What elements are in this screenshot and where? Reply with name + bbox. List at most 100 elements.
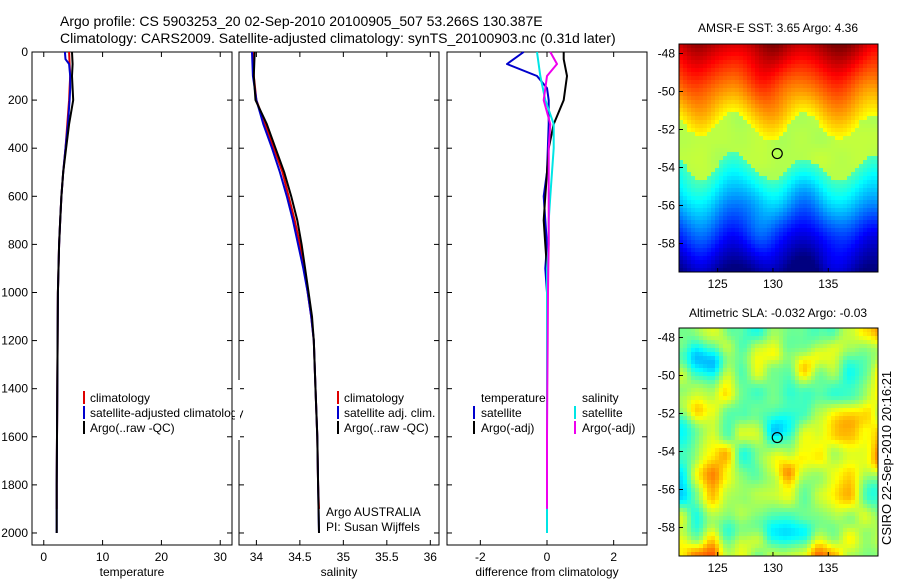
heatmap-cell (775, 128, 779, 132)
heatmap-cell (735, 244, 739, 248)
heatmap-cell (687, 164, 691, 168)
heatmap-cell (763, 424, 767, 428)
heatmap-cell (867, 136, 871, 140)
heatmap-cell (779, 168, 783, 172)
heatmap-cell (859, 460, 863, 464)
heatmap-cell (859, 212, 863, 216)
heatmap-cell (815, 216, 819, 220)
heatmap-cell (751, 360, 755, 364)
heatmap-cell (779, 88, 783, 92)
heatmap-cell (719, 452, 723, 456)
heatmap-cell (687, 336, 691, 340)
heatmap-cell (715, 480, 719, 484)
heatmap-cell (691, 412, 695, 416)
heatmap-cell (855, 116, 859, 120)
heatmap-cell (859, 332, 863, 336)
heatmap-cell (867, 248, 871, 252)
heatmap-cell (779, 188, 783, 192)
heatmap-cell (859, 468, 863, 472)
heatmap-cell (775, 172, 779, 176)
heatmap-cell (831, 368, 835, 372)
heatmap-cell (723, 364, 727, 368)
heatmap-cell (843, 236, 847, 240)
heatmap-cell (867, 152, 871, 156)
heatmap-cell (851, 428, 855, 432)
heatmap-cell (803, 80, 807, 84)
heatmap-cell (727, 112, 731, 116)
heatmap-cell (807, 144, 811, 148)
heatmap-cell (707, 236, 711, 240)
heatmap-cell (775, 448, 779, 452)
heatmap-cell (791, 48, 795, 52)
heatmap-cell (759, 88, 763, 92)
heatmap-cell (871, 208, 875, 212)
heatmap-cell (719, 132, 723, 136)
heatmap-cell (723, 92, 727, 96)
heatmap-cell (747, 408, 751, 412)
heatmap-cell (699, 256, 703, 260)
heatmap-cell (771, 48, 775, 52)
heatmap-cell (819, 436, 823, 440)
heatmap-cell (711, 364, 715, 368)
heatmap-cell (699, 368, 703, 372)
heatmap-cell (815, 240, 819, 244)
heatmap-cell (779, 360, 783, 364)
heatmap-cell (819, 236, 823, 240)
heatmap-cell (863, 48, 867, 52)
heatmap-cell (699, 352, 703, 356)
heatmap-cell (799, 100, 803, 104)
heatmap-cell (811, 224, 815, 228)
heatmap-cell (831, 448, 835, 452)
heatmap-cell (799, 120, 803, 124)
heatmap-cell (731, 252, 735, 256)
heatmap-cell (743, 392, 747, 396)
heatmap-cell (799, 256, 803, 260)
heatmap-cell (767, 60, 771, 64)
heatmap-cell (851, 384, 855, 388)
heatmap-cell (851, 188, 855, 192)
heatmap-cell (699, 436, 703, 440)
heatmap-cell (759, 112, 763, 116)
heatmap-cell (843, 132, 847, 136)
heatmap-cell (679, 340, 683, 344)
heatmap-cell (699, 68, 703, 72)
heatmap-cell (843, 116, 847, 120)
heatmap-cell (755, 76, 759, 80)
heatmap-cell (735, 356, 739, 360)
heatmap-cell (679, 476, 683, 480)
heatmap-cell (791, 420, 795, 424)
heatmap-cell (715, 252, 719, 256)
heatmap-cell (763, 56, 767, 60)
heatmap-cell (759, 364, 763, 368)
heatmap-cell (791, 220, 795, 224)
heatmap-cell (719, 456, 723, 460)
heatmap-cell (843, 140, 847, 144)
heatmap-cell (807, 444, 811, 448)
heatmap-cell (771, 160, 775, 164)
heatmap-cell (787, 116, 791, 120)
heatmap-cell (779, 392, 783, 396)
heatmap-cell (807, 184, 811, 188)
heatmap-cell (763, 256, 767, 260)
heatmap-cell (743, 248, 747, 252)
heatmap-cell (851, 48, 855, 52)
heatmap-cell (867, 96, 871, 100)
heatmap-cell (807, 128, 811, 132)
heatmap-cell (691, 52, 695, 56)
heatmap-cell (795, 396, 799, 400)
heatmap-cell (855, 256, 859, 260)
heatmap-cell (699, 108, 703, 112)
heatmap-cell (763, 216, 767, 220)
heatmap-cell (871, 424, 875, 428)
heatmap-cell (863, 240, 867, 244)
heatmap-cell (851, 120, 855, 124)
legend-label: climatology (90, 391, 150, 405)
heatmap-cell (719, 88, 723, 92)
heatmap-cell (815, 364, 819, 368)
heatmap-cell (707, 192, 711, 196)
heatmap-cell (707, 468, 711, 472)
heatmap-cell (791, 408, 795, 412)
heatmap-cell (831, 236, 835, 240)
heatmap-cell (695, 388, 699, 392)
heatmap-cell (803, 240, 807, 244)
